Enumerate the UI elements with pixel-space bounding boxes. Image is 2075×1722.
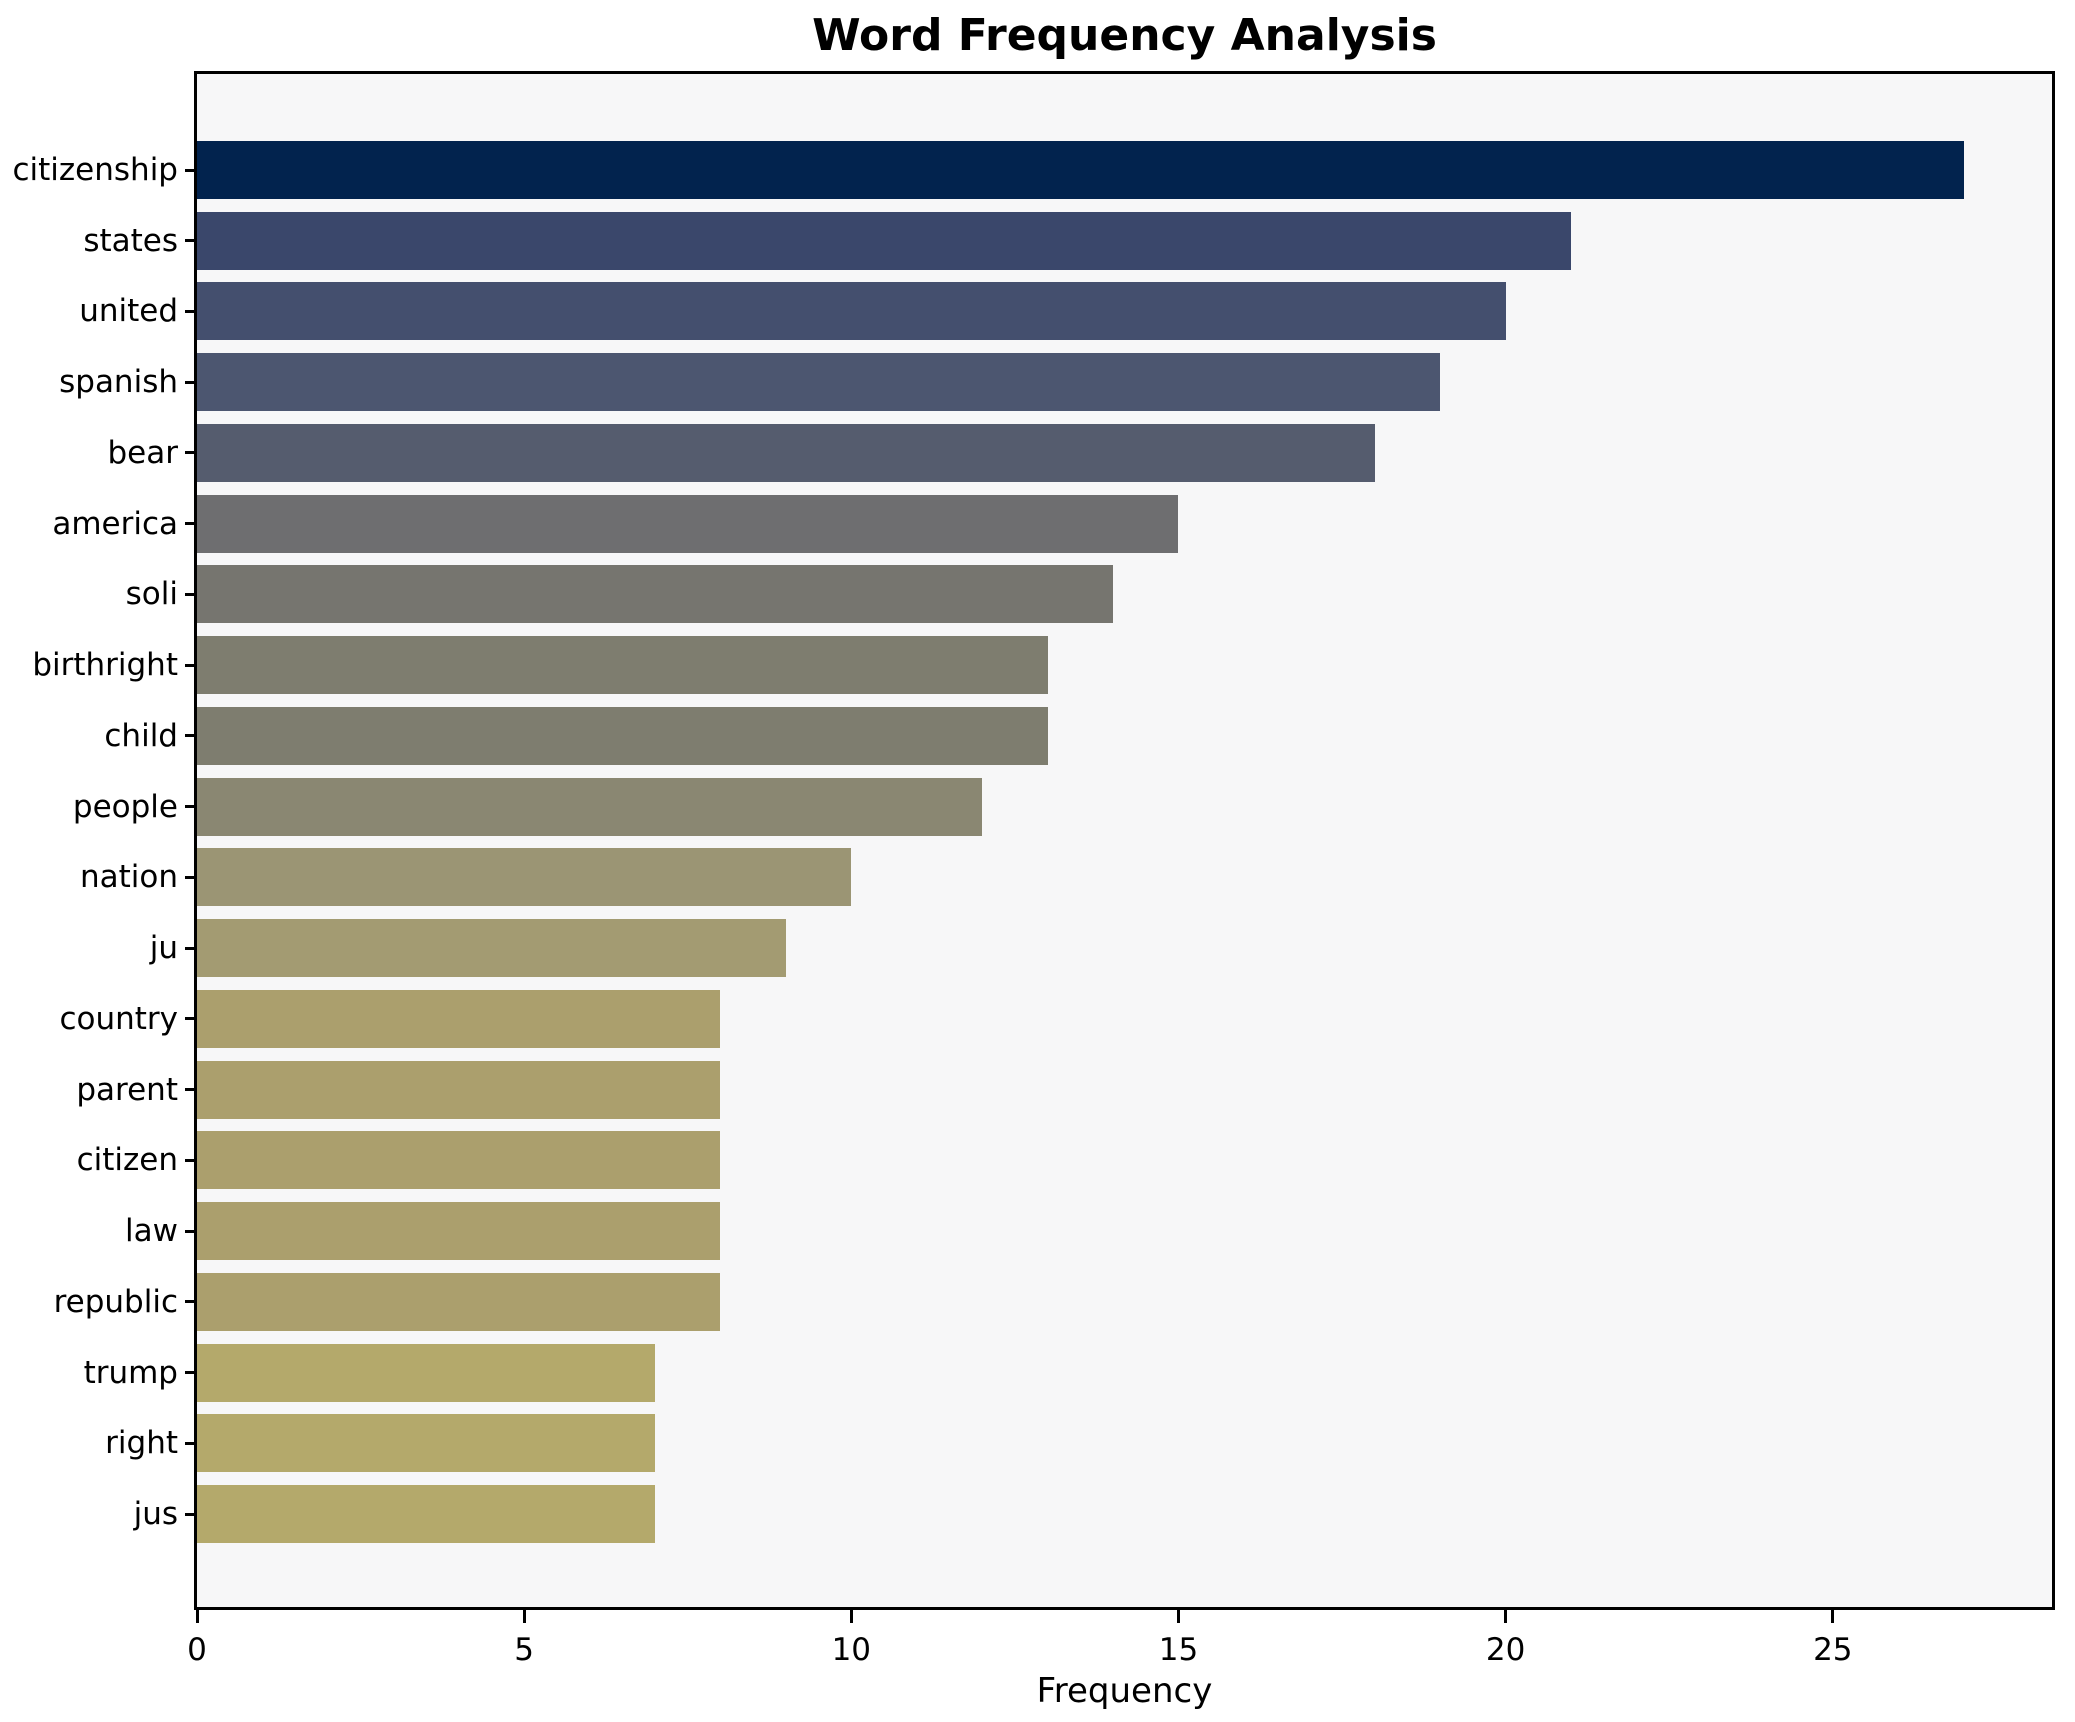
y-tick-mark [185, 380, 194, 384]
x-tick-label-5: 5 [514, 1632, 535, 1668]
bar-law [197, 1202, 720, 1261]
y-tick-mark [185, 805, 194, 809]
x-tick-label-0: 0 [187, 1632, 207, 1668]
y-tick-label-jus: jus [133, 1496, 178, 1533]
bar-country [197, 989, 720, 1048]
plot-area [194, 71, 2055, 1610]
bar-soli [197, 565, 1113, 624]
y-tick-mark [185, 946, 194, 950]
bar-bear [197, 423, 1375, 482]
bar-citizen [197, 1131, 720, 1190]
y-tick-label-spanish: spanish [59, 364, 178, 401]
bar-spanish [197, 353, 1440, 412]
y-tick-mark [185, 1512, 194, 1516]
bar-citizenship [197, 141, 1964, 199]
x-axis-title: Frequency [1036, 1671, 1213, 1711]
y-tick-mark [185, 239, 194, 243]
y-tick-mark [185, 1371, 194, 1375]
y-tick-mark [185, 663, 194, 667]
y-tick-mark [185, 592, 194, 596]
y-tick-label-united: united [79, 293, 178, 330]
y-tick-label-child: child [104, 717, 178, 754]
y-tick-mark [185, 1017, 194, 1021]
y-tick-mark [185, 875, 194, 879]
bar-child [197, 706, 1048, 765]
y-tick-label-republic: republic [53, 1283, 178, 1320]
y-tick-label-parent: parent [76, 1071, 178, 1108]
y-tick-label-people: people [72, 788, 178, 825]
x-tick-label-25: 25 [1813, 1632, 1853, 1668]
x-tick-mark [522, 1610, 526, 1623]
y-tick-label-trump: trump [83, 1354, 178, 1391]
y-tick-label-america: america [52, 505, 178, 542]
y-tick-mark [185, 451, 194, 455]
y-tick-label-citizenship: citizenship [12, 152, 178, 188]
y-tick-mark [185, 1088, 194, 1092]
x-tick-label-20: 20 [1485, 1632, 1526, 1668]
bar-right [197, 1414, 655, 1473]
bar-people [197, 777, 982, 836]
bar-trump [197, 1343, 655, 1402]
y-tick-label-law: law [125, 1213, 178, 1250]
y-tick-label-country: country [59, 1000, 178, 1037]
bar-nation [197, 848, 851, 907]
y-tick-mark [185, 309, 194, 313]
y-tick-label-right: right [105, 1425, 178, 1462]
bar-jus [197, 1485, 655, 1544]
bar-birthright [197, 636, 1048, 695]
y-tick-mark [185, 168, 194, 172]
y-tick-label-birthright: birthright [32, 647, 178, 684]
x-tick-mark [849, 1610, 853, 1623]
bar-states [197, 211, 1571, 270]
bar-ju [197, 919, 786, 978]
y-tick-label-bear: bear [107, 434, 179, 471]
x-tick-mark [195, 1610, 199, 1623]
x-tick-label-15: 15 [1158, 1632, 1199, 1668]
y-tick-mark [185, 1300, 194, 1304]
chart-title: Word Frequency Analysis [812, 10, 1437, 61]
y-tick-label-ju: ju [149, 930, 178, 967]
bar-america [197, 494, 1178, 553]
x-tick-label-10: 10 [831, 1632, 872, 1668]
y-tick-label-states: states [83, 222, 178, 259]
bar-united [197, 282, 1506, 341]
y-tick-mark [185, 522, 194, 526]
y-tick-label-citizen: citizen [76, 1142, 178, 1179]
y-tick-mark [185, 1229, 194, 1233]
y-tick-mark [185, 734, 194, 738]
x-tick-mark [1176, 1610, 1180, 1623]
y-tick-mark [185, 1441, 194, 1445]
y-tick-mark [185, 1158, 194, 1162]
y-tick-label-soli: soli [125, 576, 178, 613]
bar-parent [197, 1060, 720, 1119]
x-tick-mark [1504, 1610, 1508, 1623]
y-tick-label-nation: nation [79, 859, 178, 896]
x-tick-mark [1831, 1610, 1835, 1623]
bar-republic [197, 1272, 720, 1331]
